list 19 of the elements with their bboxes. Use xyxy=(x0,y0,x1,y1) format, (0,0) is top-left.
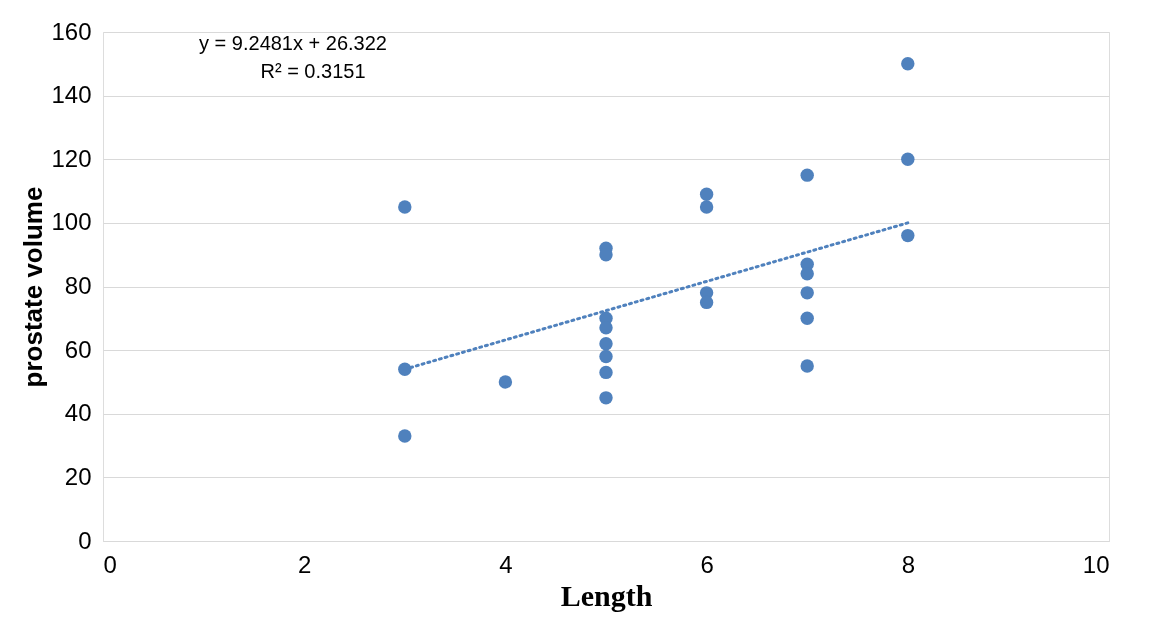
x-tick-label: 0 xyxy=(103,550,117,578)
x-tick-label: 4 xyxy=(499,550,513,578)
y-tick-label: 20 xyxy=(64,462,92,490)
x-tick-label: 6 xyxy=(700,550,714,578)
y-tick-label: 120 xyxy=(51,144,92,172)
x-tick-label: 2 xyxy=(298,550,312,578)
x-tick-label: 8 xyxy=(901,550,915,578)
y-tick-label: 60 xyxy=(64,335,92,363)
y-tick-label: 80 xyxy=(64,272,92,299)
annotation: y = 9.2481x + 26.322 xyxy=(199,32,387,54)
y-tick-label: 140 xyxy=(51,81,92,109)
y-tick-label: 100 xyxy=(51,208,92,236)
x-tick-label: 10 xyxy=(1082,550,1110,578)
y-axis-title: prostate volume xyxy=(18,186,49,388)
y-tick-label: 40 xyxy=(64,399,92,427)
annotation: R² = 0.3151 xyxy=(260,60,366,82)
x-axis-title: Length xyxy=(560,578,653,612)
y-tick-label: 160 xyxy=(51,17,92,45)
y-tick-label: 0 xyxy=(78,526,92,554)
